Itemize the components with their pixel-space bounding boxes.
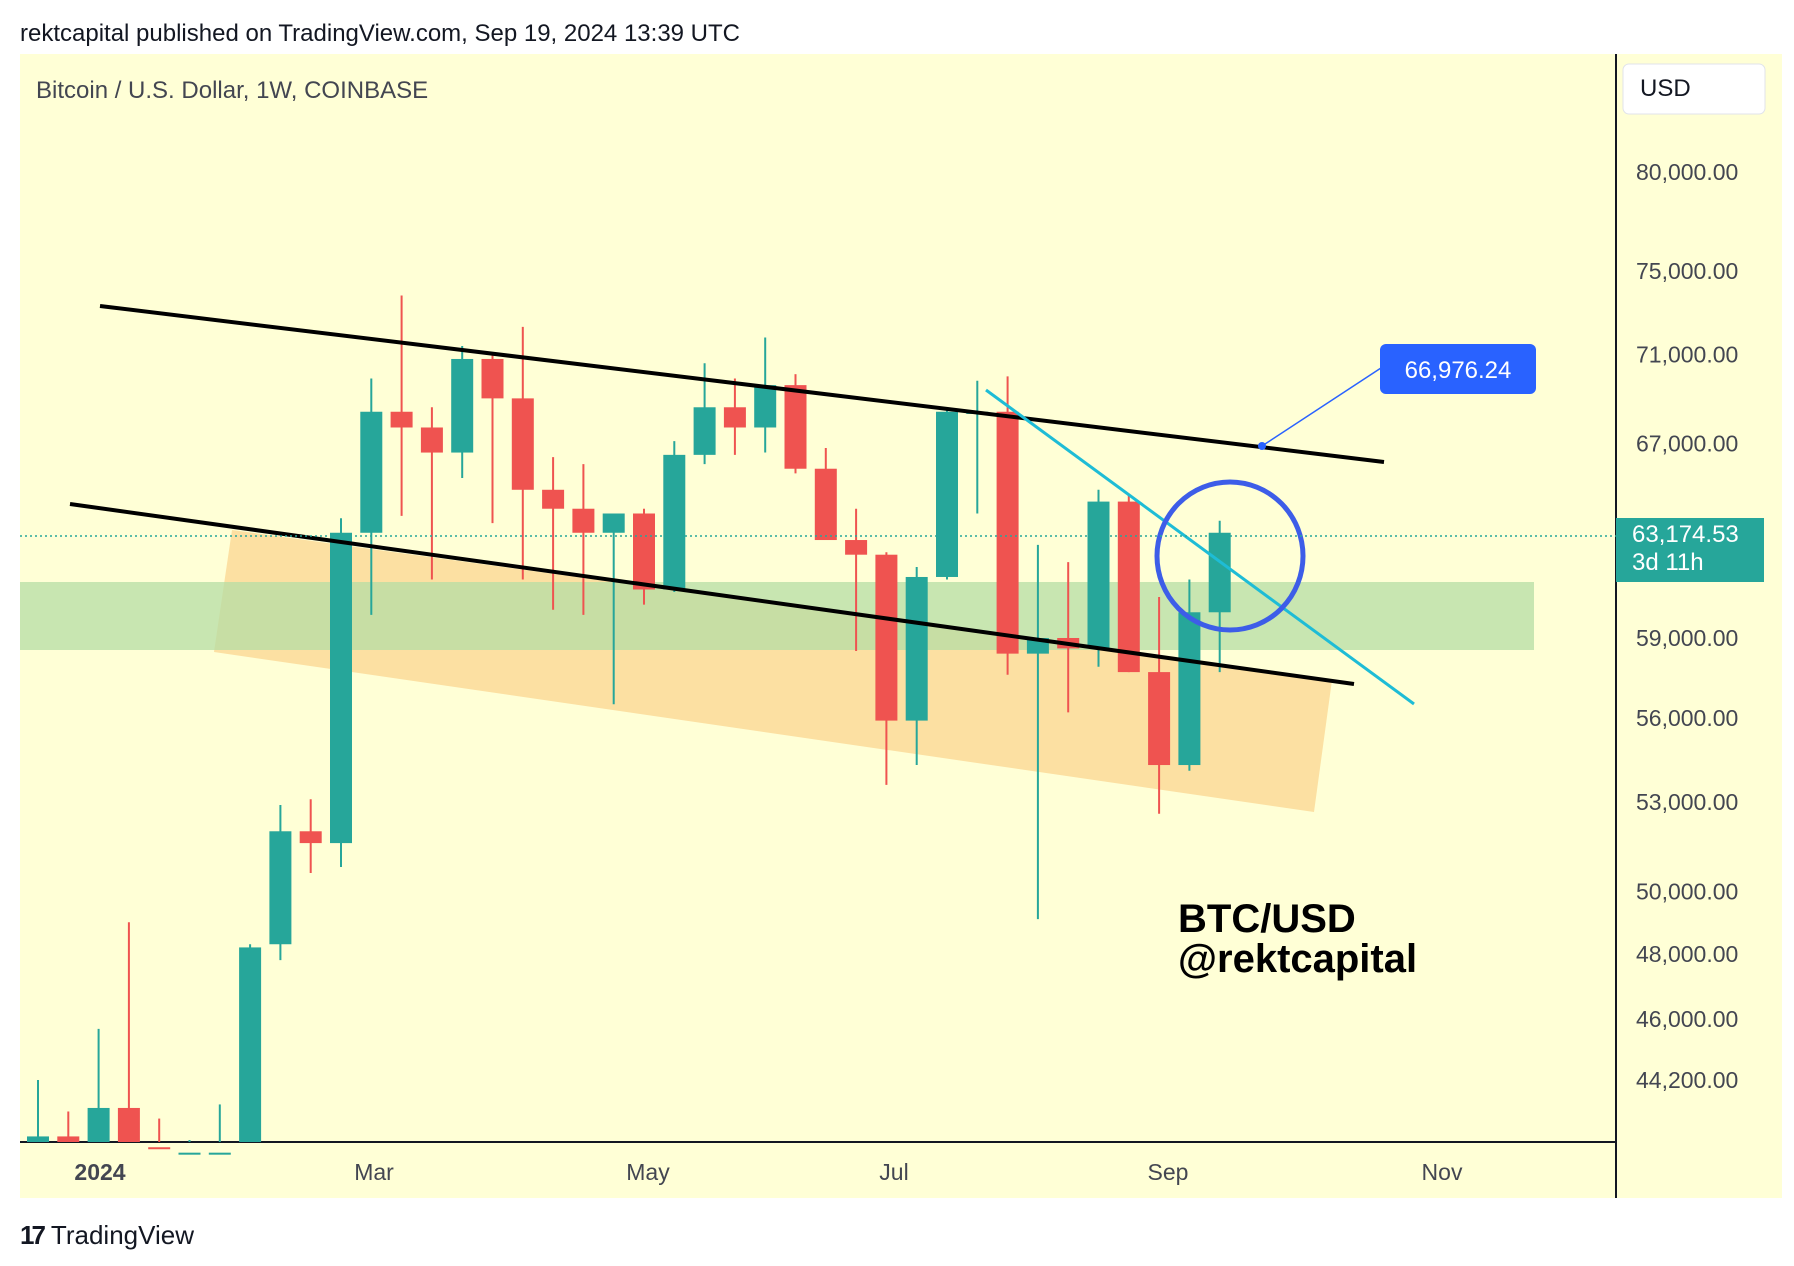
tradingview-logo-icon: 17 — [20, 1220, 46, 1250]
time-tick-label: Jul — [879, 1159, 908, 1185]
time-tick-label: 2024 — [74, 1159, 125, 1185]
candle-body — [996, 411, 1019, 654]
price-axis-ticks: 80,000.00 75,000.00 71,000.00 67,000.00 59,0… — [1636, 159, 1738, 1093]
candle-body — [57, 1136, 80, 1142]
candle-body — [390, 411, 413, 428]
time-tick-label: Nov — [1422, 1159, 1463, 1185]
highlight-circle — [1154, 479, 1306, 633]
price-tick-label: 71,000.00 — [1636, 342, 1738, 368]
candle-body — [239, 947, 262, 1142]
candle-body — [299, 831, 322, 844]
candle-body — [784, 385, 807, 469]
candle-body — [1178, 612, 1201, 766]
candle-body — [420, 427, 443, 453]
candle-body — [178, 1152, 201, 1155]
target-anchor-point — [1258, 442, 1266, 450]
last-price-box — [1616, 518, 1764, 582]
tradingview-logo[interactable]: 17 TradingView — [20, 1220, 194, 1251]
candle-body — [1148, 672, 1171, 766]
price-tick-label: 50,000.00 — [1636, 878, 1738, 904]
candle-body — [1208, 532, 1231, 613]
currency-button[interactable] — [1622, 63, 1766, 115]
candle-body — [27, 1136, 49, 1142]
candle-body — [542, 489, 565, 509]
time-tick-label: Mar — [354, 1159, 394, 1185]
price-tick-label: 53,000.00 — [1636, 789, 1738, 815]
price-tick-label: 67,000.00 — [1636, 430, 1738, 456]
candle-body — [693, 407, 716, 455]
watermark-pair: BTC/USD — [1178, 897, 1356, 941]
candle-body — [117, 1107, 140, 1142]
target-label-box — [1380, 344, 1536, 394]
price-tick-label: 75,000.00 — [1636, 258, 1738, 284]
target-label: 66,976.24 — [1405, 357, 1512, 384]
currency-button-label: USD — [1640, 75, 1691, 102]
candle-body — [1117, 501, 1140, 673]
price-axis-background — [1616, 54, 1782, 1198]
candle-body — [360, 411, 383, 533]
price-tick-label: 56,000.00 — [1636, 705, 1738, 731]
candle-body — [602, 513, 625, 533]
candle-body — [148, 1147, 171, 1150]
candle-body — [633, 513, 655, 590]
candle-body — [269, 831, 292, 945]
symbol-title: Bitcoin / U.S. Dollar, 1W, COINBASE — [36, 77, 428, 104]
candle-body — [845, 540, 868, 555]
channel-upper-line — [99, 304, 1385, 464]
countdown-label: 3d 11h — [1632, 549, 1704, 576]
watermark-handle: @rektcapital — [1178, 937, 1417, 981]
candle-body — [936, 411, 958, 577]
price-tick-label: 80,000.00 — [1636, 159, 1738, 185]
candle-body — [663, 454, 686, 590]
time-tick-label: May — [626, 1159, 670, 1185]
candle-body — [208, 1152, 231, 1155]
candle-body — [754, 385, 777, 428]
price-tick-label: 46,000.00 — [1636, 1006, 1738, 1032]
candle-body — [481, 358, 504, 399]
publisher-line: rektcapital published on TradingView.com… — [20, 20, 740, 47]
channel-lower-line — [69, 502, 1355, 686]
target-connector — [1261, 365, 1385, 447]
time-axis-ticks: 2024 Mar May Jul Sep Nov — [74, 1159, 1463, 1185]
candle-body — [330, 532, 352, 844]
candle-body — [875, 554, 898, 721]
price-tick-label: 44,200.00 — [1636, 1067, 1738, 1093]
candle-body — [572, 508, 595, 533]
candle-body — [814, 468, 837, 541]
price-tick-label: 59,000.00 — [1636, 625, 1738, 651]
candle-body — [87, 1107, 110, 1142]
last-price-label: 63,174.53 — [1632, 521, 1739, 548]
time-tick-label: Sep — [1148, 1159, 1189, 1185]
price-tick-label: 48,000.00 — [1636, 941, 1738, 967]
candle-body — [1087, 501, 1110, 649]
descending-trendline — [985, 388, 1415, 706]
candle-body — [905, 576, 928, 721]
candle-body — [723, 407, 746, 428]
tradingview-logo-text: TradingView — [50, 1220, 194, 1250]
candle-body — [451, 358, 474, 453]
support-band — [20, 582, 1534, 650]
candle-body — [511, 398, 534, 490]
